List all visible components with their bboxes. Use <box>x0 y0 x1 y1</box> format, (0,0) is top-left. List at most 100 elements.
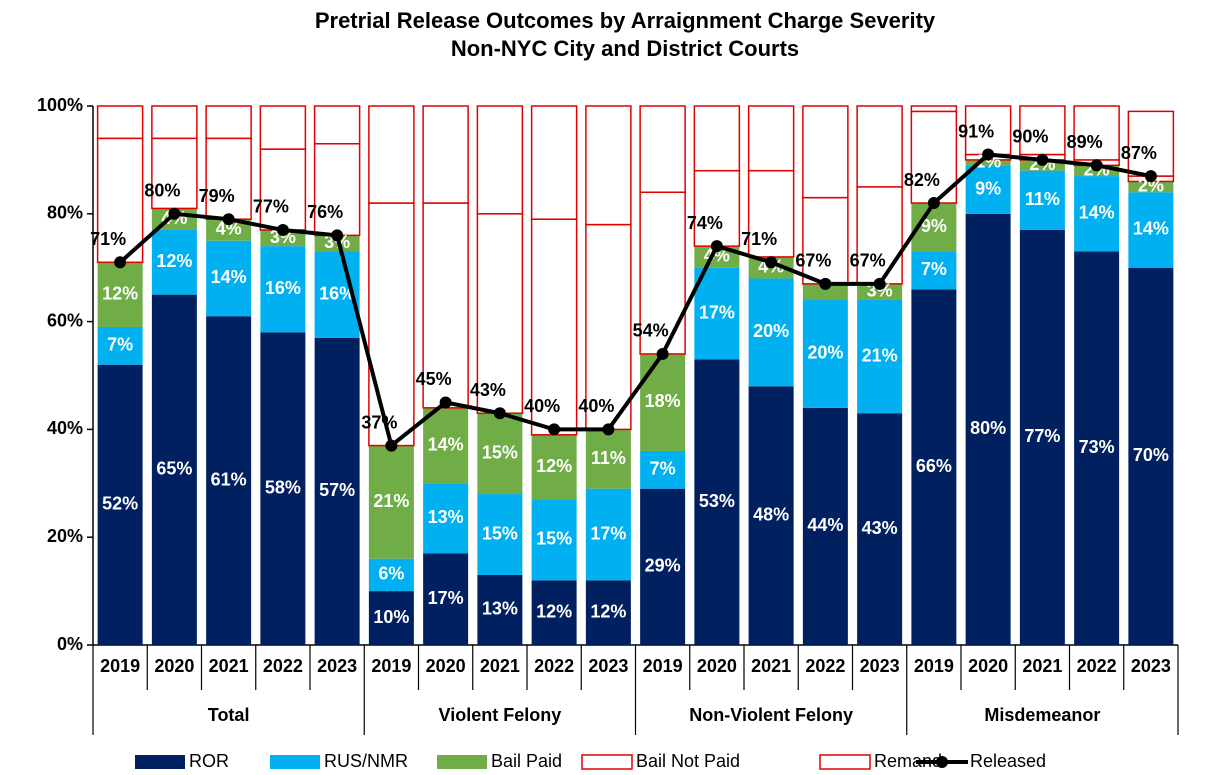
data-label: 15% <box>536 529 572 549</box>
bar-segment <box>1074 176 1120 252</box>
bar-segment <box>206 240 252 317</box>
bar-segment <box>1127 110 1175 177</box>
line-marker <box>331 229 344 242</box>
bar-segment <box>693 169 741 247</box>
bar-segment <box>1019 170 1065 230</box>
x-tick-label: 2019 <box>643 656 683 676</box>
bar-segment <box>151 105 198 140</box>
bar-segment <box>802 407 848 645</box>
group-label: Misdemeanor <box>984 705 1100 725</box>
line-label: 89% <box>1067 132 1103 152</box>
group-label: Non-Violent Felony <box>689 705 853 725</box>
data-label: 15% <box>482 442 518 462</box>
y-tick-label: 100% <box>37 95 83 115</box>
bar-segment <box>802 300 848 408</box>
bar-segment <box>964 105 1012 156</box>
y-tick-label: 60% <box>47 310 83 330</box>
legend-label: Released <box>970 751 1046 771</box>
x-tick-label: 2022 <box>805 656 845 676</box>
bar-segment <box>313 142 361 237</box>
data-label: 16% <box>319 283 355 303</box>
x-tick-label: 2019 <box>100 656 140 676</box>
data-label: 12% <box>536 601 572 621</box>
legend-swatch <box>819 754 871 770</box>
data-label: 7% <box>107 335 133 355</box>
line-marker <box>168 207 181 220</box>
bar-segment <box>857 300 903 414</box>
line-label: 74% <box>687 213 723 233</box>
data-label: 18% <box>645 391 681 411</box>
data-label: 57% <box>319 480 355 500</box>
data-label: 66% <box>916 456 952 476</box>
legend-label: Bail Not Paid <box>636 751 740 771</box>
bar-segment <box>205 105 252 140</box>
line-label: 71% <box>90 229 126 249</box>
bar-segment <box>476 105 524 215</box>
bar-segment <box>965 159 1011 166</box>
data-label: 44% <box>807 515 843 535</box>
bar-segment <box>748 278 794 387</box>
chart-title: Pretrial Release Outcomes by Arraignment… <box>315 8 936 33</box>
bar-segment <box>151 294 197 645</box>
data-label: 12% <box>102 283 138 303</box>
line-label: 90% <box>1012 127 1048 147</box>
data-label: 48% <box>753 504 789 524</box>
data-label: 7% <box>921 259 947 279</box>
legend-swatch <box>936 756 948 768</box>
group-label: Violent Felony <box>439 705 562 725</box>
bar-segment <box>530 105 578 220</box>
bar-segment <box>748 386 794 645</box>
line-label: 67% <box>850 251 886 271</box>
bar-segment <box>368 105 415 204</box>
line-label: 80% <box>144 181 180 201</box>
bar-segment <box>585 580 631 645</box>
bar-segment <box>1128 267 1174 645</box>
data-label: 11% <box>1025 189 1060 209</box>
line-label: 82% <box>904 170 940 190</box>
bar-segment <box>1019 229 1065 645</box>
bar-segment <box>97 262 143 327</box>
data-label: 14% <box>1133 219 1169 239</box>
bar-segment <box>857 413 903 645</box>
y-tick-label: 0% <box>57 634 83 654</box>
bar-segment <box>97 326 143 365</box>
x-tick-label: 2023 <box>1131 656 1171 676</box>
data-label: 2% <box>1138 176 1164 196</box>
bar-segment <box>802 196 849 285</box>
bar-segment <box>694 267 740 360</box>
bar-segment <box>531 580 577 645</box>
bar-segment <box>747 169 795 258</box>
bar-segment <box>640 488 686 645</box>
line-label: 71% <box>741 229 777 249</box>
line-marker <box>819 277 832 290</box>
line-label: 87% <box>1121 143 1157 163</box>
bar-segment <box>206 219 252 241</box>
line-label: 45% <box>416 369 452 389</box>
bar-segment <box>531 434 577 500</box>
data-label: 21% <box>373 491 409 511</box>
line-marker <box>1036 153 1049 166</box>
bar-segment <box>368 591 414 645</box>
x-tick-label: 2023 <box>588 656 628 676</box>
bar-segment <box>314 235 360 252</box>
data-label: 21% <box>862 345 898 365</box>
data-label: 73% <box>1079 437 1115 457</box>
bar-segment <box>477 413 523 495</box>
data-label: 9% <box>975 178 1001 198</box>
bar-segment <box>585 223 632 431</box>
bar-segment <box>640 353 686 451</box>
bar-segment <box>910 105 958 113</box>
bar-segment <box>422 105 469 204</box>
bar-segment <box>856 105 903 188</box>
data-label: 15% <box>482 523 518 543</box>
data-label: 6% <box>378 564 404 584</box>
bar-segment <box>206 316 252 645</box>
bar-segment <box>260 246 306 333</box>
data-label: 11% <box>591 448 626 468</box>
line-marker <box>493 407 506 420</box>
legend-swatch <box>437 755 487 769</box>
data-label: 17% <box>428 588 464 608</box>
bar-segment <box>856 186 903 285</box>
legend-swatch <box>135 755 185 769</box>
